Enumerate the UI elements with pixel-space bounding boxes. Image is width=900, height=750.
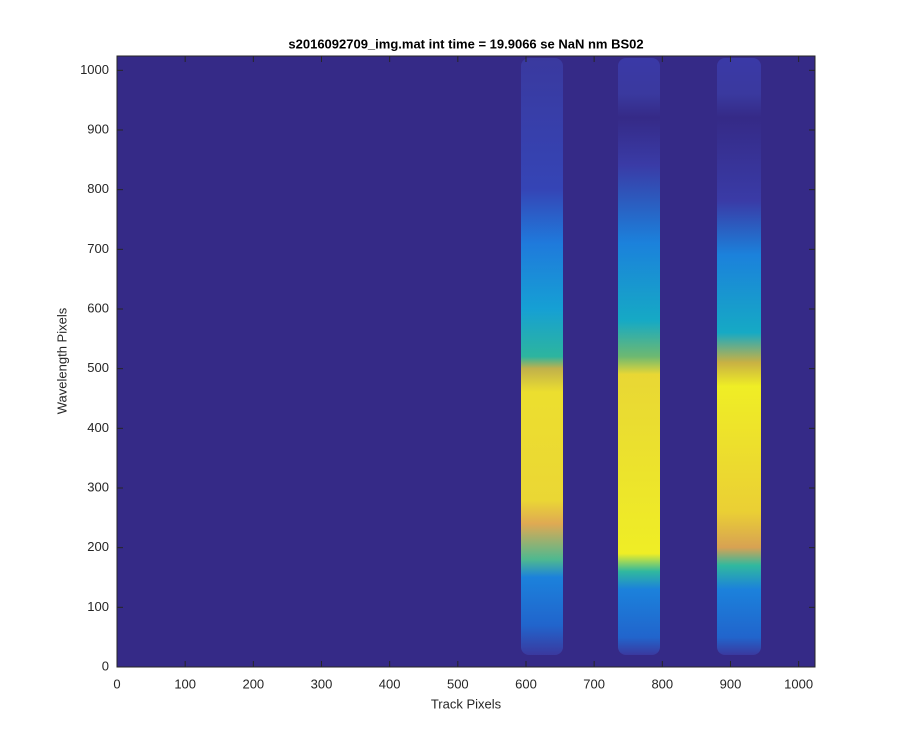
y-tick-label: 700 xyxy=(87,241,109,256)
x-tick-label: 700 xyxy=(583,676,605,691)
y-tick-label: 500 xyxy=(87,360,109,375)
y-tick-label: 600 xyxy=(87,300,109,315)
x-tick-label: 1000 xyxy=(784,676,813,691)
x-axis-label: Track Pixels xyxy=(431,696,502,711)
image-stripe xyxy=(521,58,563,655)
y-tick-label: 100 xyxy=(87,599,109,614)
x-tick-label: 400 xyxy=(379,676,401,691)
x-tick-label: 500 xyxy=(447,676,469,691)
chart-title: s2016092709_img.mat int time = 19.9066 s… xyxy=(288,36,643,51)
x-tick-label: 800 xyxy=(651,676,673,691)
y-tick-label: 400 xyxy=(87,420,109,435)
x-tick-label: 0 xyxy=(113,676,120,691)
x-tick-label: 300 xyxy=(311,676,333,691)
y-tick-label: 1000 xyxy=(80,62,109,77)
axes-box xyxy=(116,55,816,668)
image-background xyxy=(117,56,815,667)
y-axis-label: Wavelength Pixels xyxy=(54,307,69,414)
x-tick-label: 600 xyxy=(515,676,537,691)
x-tick-label: 200 xyxy=(242,676,264,691)
x-tick-label: 100 xyxy=(174,676,196,691)
y-tick-label: 800 xyxy=(87,181,109,196)
y-tick-label: 200 xyxy=(87,539,109,554)
image-stripe xyxy=(717,58,761,655)
y-tick-label: 0 xyxy=(102,658,109,673)
x-tick-label: 900 xyxy=(720,676,742,691)
y-tick-label: 900 xyxy=(87,121,109,136)
y-tick-label: 300 xyxy=(87,479,109,494)
image-stripe xyxy=(618,58,660,655)
